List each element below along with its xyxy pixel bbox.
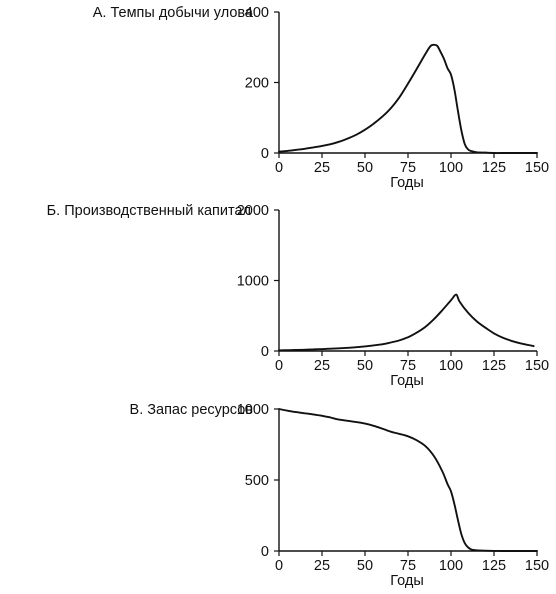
y-tick-label: 0 xyxy=(261,146,269,162)
x-tick-label: 75 xyxy=(400,160,416,176)
y-tick-label: 0 xyxy=(261,344,269,360)
y-tick-label: 2000 xyxy=(237,203,269,219)
y-tick-label: 400 xyxy=(245,5,269,21)
x-tick-label: 0 xyxy=(275,160,283,176)
x-tick-label: 75 xyxy=(400,358,416,374)
series-line xyxy=(278,408,538,552)
x-tick-label: 25 xyxy=(314,358,330,374)
y-tick-label: 1000 xyxy=(237,274,269,290)
y-tick-label: 200 xyxy=(245,76,269,92)
x-tick-label: 50 xyxy=(357,358,373,374)
x-tick-label: 100 xyxy=(439,558,463,574)
x-tick-label: 100 xyxy=(439,358,463,374)
x-tick-label: 150 xyxy=(525,358,549,374)
x-axis-label: Годы xyxy=(390,373,424,389)
chart-resource: В. Запас ресурсов 0 500 1000 0 25 50 75 100 125 15… xyxy=(130,402,550,589)
x-tick-label: 50 xyxy=(357,558,373,574)
chart-catch-rate: А. Темпы добычи улова 0 200 400 0 25 50 75 100 12… xyxy=(93,5,549,191)
x-tick-label: 125 xyxy=(482,358,506,374)
x-tick-label: 25 xyxy=(314,558,330,574)
y-tick-label: 500 xyxy=(245,473,269,489)
y-tick-label: 1000 xyxy=(237,402,269,418)
series-line xyxy=(278,293,535,352)
x-axis-label: Годы xyxy=(390,175,424,191)
series-line xyxy=(278,43,538,154)
x-tick-label: 150 xyxy=(525,558,549,574)
x-axis-label: Годы xyxy=(390,573,424,589)
chart-title: В. Запас ресурсов xyxy=(130,402,254,418)
y-tick-label: 0 xyxy=(261,544,269,560)
x-tick-label: 0 xyxy=(275,358,283,374)
x-tick-label: 75 xyxy=(400,558,416,574)
chart-title: Б. Производственный капитал xyxy=(47,203,251,219)
chart-capital: Б. Производственный капитал 0 1000 2000 0 25 5… xyxy=(47,203,549,389)
x-tick-label: 150 xyxy=(525,160,549,176)
x-tick-label: 50 xyxy=(357,160,373,176)
x-tick-label: 125 xyxy=(482,558,506,574)
chart-title: А. Темпы добычи улова xyxy=(93,5,254,21)
x-tick-label: 25 xyxy=(314,160,330,176)
x-tick-label: 100 xyxy=(439,160,463,176)
x-tick-label: 0 xyxy=(275,558,283,574)
x-tick-label: 125 xyxy=(482,160,506,176)
